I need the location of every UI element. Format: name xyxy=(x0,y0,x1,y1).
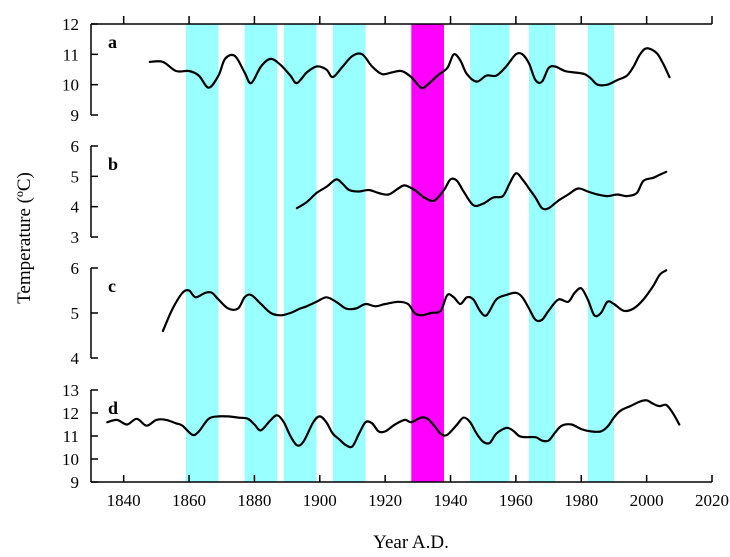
panel-a: 9 10 11 12 a xyxy=(62,15,671,125)
y-tick-label-b-3: 3 xyxy=(71,228,80,247)
x-tick-label-1940: 1940 xyxy=(434,491,468,510)
band-2 xyxy=(244,24,278,482)
y-tick-label-a-12: 12 xyxy=(62,15,79,34)
band-3 xyxy=(283,24,317,482)
panel-label-d: d xyxy=(108,398,118,418)
panel-d: 9 10 11 12 13 d xyxy=(62,381,681,492)
series-line-b xyxy=(295,170,668,211)
y-tick-label-d-10: 10 xyxy=(62,450,79,469)
x-tick-label-1900: 1900 xyxy=(303,491,337,510)
y-tick-label-a-11: 11 xyxy=(63,45,79,64)
series-line-d xyxy=(106,399,681,449)
series-line-c xyxy=(161,269,668,333)
panel-label-c: c xyxy=(108,276,116,296)
series-line-a xyxy=(148,47,671,90)
y-tick-label-a-9: 9 xyxy=(71,106,80,125)
y-tick-label-c-5: 5 xyxy=(71,304,80,323)
band-7 xyxy=(528,24,556,482)
x-tick-label-1980: 1980 xyxy=(564,491,598,510)
y-tick-label-d-11: 11 xyxy=(63,427,79,446)
x-tick-label-2000: 2000 xyxy=(630,491,664,510)
shaded-bands xyxy=(185,24,614,482)
panel-b: 3 4 5 6 b xyxy=(71,137,668,247)
x-tick-label-1880: 1880 xyxy=(237,491,271,510)
band-6 xyxy=(470,24,510,482)
y-tick-label-d-13: 13 xyxy=(62,381,79,400)
y-tick-label-c-6: 6 xyxy=(71,259,80,278)
panel-c: 4 5 6 c xyxy=(71,259,668,368)
y-tick-label-a-10: 10 xyxy=(62,76,79,95)
panels: 9 10 11 12 a 3 4 5 6 b 4 5 6 c 9 10 11 12 13 d xyxy=(62,15,681,492)
panel-label-b: b xyxy=(108,154,118,174)
y-tick-label-d-12: 12 xyxy=(62,404,79,423)
y-tick-label-b-6: 6 xyxy=(71,137,80,156)
x-tick-label-1840: 1840 xyxy=(107,491,141,510)
panel-label-a: a xyxy=(108,32,117,52)
band-5 xyxy=(411,24,444,482)
y-tick-label-b-4: 4 xyxy=(71,198,80,217)
band-8 xyxy=(587,24,614,482)
y-tick-label-c-4: 4 xyxy=(71,349,80,368)
x-axis-title: Year A.D. xyxy=(373,532,449,553)
y-tick-label-b-5: 5 xyxy=(71,167,80,186)
x-tick-label-1920: 1920 xyxy=(368,491,402,510)
band-1 xyxy=(185,24,219,482)
y-tick-label-d-9: 9 xyxy=(71,473,80,492)
x-tick-label-2020: 2020 xyxy=(695,491,729,510)
x-tick-label-1860: 1860 xyxy=(172,491,206,510)
x-tick-label-1960: 1960 xyxy=(499,491,533,510)
x-axis: 1840 1860 1880 1900 1920 1940 1960 1980 2000 2020 xyxy=(91,16,729,510)
y-axis-title: Temperature (ºC) xyxy=(14,172,35,304)
band-4 xyxy=(332,24,366,482)
